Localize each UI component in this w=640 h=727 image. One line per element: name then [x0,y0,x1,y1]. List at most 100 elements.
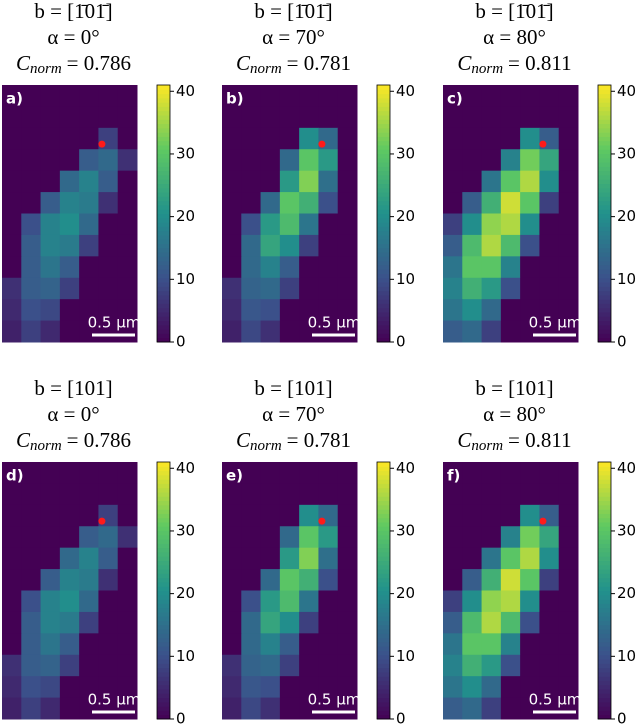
heatmap-cell [21,256,42,279]
heatmap-cell [222,234,242,257]
heatmap-cell [117,170,138,193]
colorbar-step [377,654,390,660]
colorbar-step [598,701,611,707]
heatmap-cell [500,192,521,214]
heatmap-cell [279,106,300,129]
heatmap-cell [79,85,99,107]
colorbar-step [377,689,390,694]
heatmap-cell [443,127,463,150]
cnorm-title: Cnorm = 0.811 [457,51,571,78]
colorbar-step [157,641,170,647]
heatmap-cell [260,611,281,634]
colorbar-step [598,577,611,583]
colorbar-step [157,483,170,489]
heatmap-cell [79,676,99,699]
colorbar-step [377,239,390,244]
colorbar-step [157,663,170,669]
heatmap-cell [241,590,262,613]
colorbar-tick-label: 10 [396,647,415,665]
colorbar-step [377,299,390,304]
colorbar-step [377,513,390,519]
heatmap-cell [241,106,262,129]
heatmap-cell [241,213,262,236]
colorbar-step [598,714,611,720]
heatmap-cell [40,547,61,570]
heatmap-cell [260,85,281,107]
colorbar-step [157,307,170,313]
heatmap-cell [481,192,502,214]
colorbar-step [377,187,390,193]
heatmap-cell [79,611,99,634]
colorbar-step [157,701,170,707]
colorbar-tick-label: 30 [176,521,195,539]
colorbar-step [598,641,611,647]
colorbar-step [598,560,611,566]
heatmap-cell [59,547,80,570]
colorbar-step [377,93,390,99]
colorbar-step [598,551,611,557]
heatmap-cell [2,320,22,343]
heatmap-cell [260,277,281,300]
heatmap-cell [98,547,119,570]
heatmap-cell [520,170,540,193]
heatmap-cell [2,462,22,484]
heatmap-cell [40,277,61,300]
heatmap-cell [222,654,242,677]
colorbar-step [157,684,170,690]
heatmap-cell [500,633,521,656]
heatmap-cell [520,256,540,279]
colorbar-step [377,226,390,232]
colorbar-step [377,483,390,489]
colorbar-step [157,277,170,283]
colorbar-step [157,170,170,176]
heatmap-cell [500,462,521,484]
colorbar-step [598,573,611,579]
colorbar-step [598,316,611,322]
heatmap-cell [558,526,579,549]
colorbar-step [377,252,390,257]
colorbar-step [377,140,390,146]
heatmap-cell [79,590,99,613]
heatmap-cell [520,192,540,214]
cnorm-sub: norm [30,438,62,454]
heatmap-cell [500,299,521,322]
heatmap-cell [279,633,300,656]
colorbar-tick-label: 0 [396,333,406,351]
colorbar-step [377,196,390,202]
heatmap-cell [520,213,540,236]
colorbar-step [598,213,611,219]
colorbar-step [377,633,390,639]
heatmap-cell [2,676,22,699]
colorbar-step [157,603,170,609]
heatmap-cell [337,483,358,506]
cnorm-value: = 0.781 [287,51,351,75]
colorbar-step [157,209,170,214]
heatmap-cell [2,504,22,527]
heatmap-cell [337,234,358,257]
colorbar-step [598,179,611,185]
colorbar-tick-label: 20 [396,207,415,225]
heatmap-cell [241,697,262,720]
heatmap-cell [222,170,242,193]
colorbar-step [377,577,390,583]
heatmap-cell [520,320,540,343]
colorbar-step [377,543,390,549]
heatmap-cell [318,234,339,257]
heatmap-cell [222,462,242,484]
cnorm-symbol: C [457,51,472,75]
heatmap-cell [260,256,281,279]
heatmap-cell [59,170,80,193]
heatmap-cell [2,654,22,677]
cnorm-symbol: C [236,51,251,75]
colorbar-step [157,102,170,107]
colorbar-tick-label: 30 [617,144,636,162]
colorbar-step [377,162,390,167]
colorbar-step [157,620,170,626]
colorbar-step [157,153,170,159]
heatmap-cell [539,590,560,613]
heatmap-cell [260,504,281,527]
colorbar-step [157,252,170,257]
heatmap-cell [79,654,99,677]
colorbar-step [598,174,611,180]
heatmap-cell [443,299,463,322]
